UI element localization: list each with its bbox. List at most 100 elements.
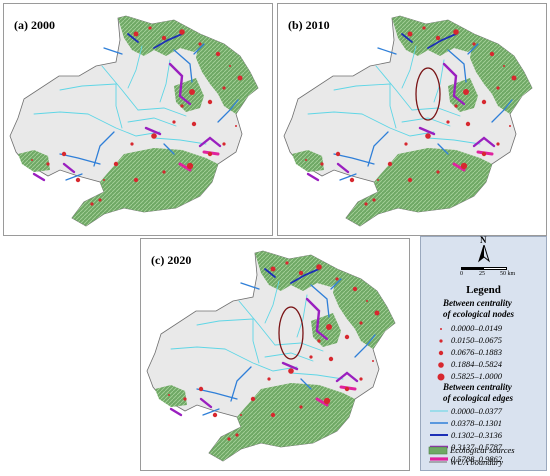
edge-symbol-3 <box>430 434 448 436</box>
ecological-source-2 <box>470 34 532 114</box>
ecological-node-1 <box>270 266 276 272</box>
ecological-node-26 <box>168 394 170 396</box>
ecological-node-9 <box>496 86 500 90</box>
ecological-corridor-2-7 <box>354 334 376 358</box>
ecological-corridor-4-3 <box>198 136 222 148</box>
ecological-corridor-1-10 <box>159 59 171 103</box>
ecological-node-23 <box>372 360 374 362</box>
sources-label: Ecological sources <box>450 445 515 455</box>
ecological-node-6 <box>215 51 221 57</box>
ecological-corridor-2-7 <box>491 99 513 123</box>
ecological-node-7 <box>229 65 231 67</box>
ecological-corridor-3-1 <box>153 33 183 49</box>
ecological-node-30 <box>191 121 197 127</box>
ecological-corridor-1-7 <box>137 107 187 117</box>
ecological-node-27 <box>349 177 355 183</box>
ecological-corridor-1-5 <box>87 113 161 137</box>
ecological-node-14 <box>267 377 271 381</box>
boundary-label: WUA boundary <box>450 457 503 467</box>
ecological-node-24 <box>61 151 67 157</box>
edge-symbol-5 <box>430 457 448 461</box>
ecological-node-30 <box>328 356 334 362</box>
ecological-corridor-1-9 <box>264 280 280 324</box>
ecological-corridor-4-1 <box>442 62 466 106</box>
ecological-node-16 <box>103 179 105 181</box>
ecological-corridor-4-2 <box>418 126 436 136</box>
ecological-corridor-3-2 <box>401 33 413 43</box>
ecological-node-18 <box>407 177 413 183</box>
ecological-corridor-2-8 <box>65 173 83 181</box>
nodes-heading-line2: of ecological nodes <box>443 309 514 319</box>
ecological-corridor-2-3 <box>193 43 205 55</box>
ecological-corridor-1-5 <box>224 348 298 372</box>
ecological-corridor-1-10 <box>296 294 308 338</box>
ecological-corridor-4-5 <box>32 172 46 182</box>
ecological-corridor-2-6 <box>163 143 175 155</box>
scale-tick-25: 25 <box>479 271 485 277</box>
ecological-corridor-4-2 <box>144 126 162 136</box>
ecological-source-5 <box>292 150 324 172</box>
ecological-node-13 <box>151 133 157 139</box>
ecological-node-20 <box>460 162 468 170</box>
ecological-corridor-3-2 <box>264 268 276 278</box>
ecological-node-15 <box>387 161 393 167</box>
ecological-node-21 <box>207 151 213 157</box>
ecological-node-29 <box>446 120 450 124</box>
ecological-source-4 <box>209 383 355 461</box>
ecological-node-1 <box>133 31 139 37</box>
wua-map-2020 <box>146 250 396 462</box>
ecological-node-8 <box>237 75 243 81</box>
ecological-node-17 <box>98 198 102 202</box>
ecological-corridor-2-2 <box>447 49 467 83</box>
scale-bar-half <box>483 267 507 270</box>
ecological-corridor-2-2 <box>310 284 330 318</box>
ecological-node-14 <box>130 142 134 146</box>
wua-map-2000 <box>9 15 259 227</box>
ecological-corridor-4-5 <box>306 172 320 182</box>
ecological-node-5 <box>198 42 202 46</box>
ecological-node-15 <box>113 161 119 167</box>
ecological-node-2 <box>285 261 289 265</box>
ecological-source-4 <box>346 148 492 226</box>
ecological-node-25 <box>320 162 324 166</box>
ecological-node-20 <box>186 162 194 170</box>
node-class-2: 0.0150–0.0675 <box>451 335 502 345</box>
edge-class-1: 0.0000–0.0377 <box>451 406 502 416</box>
ecological-node-5 <box>472 42 476 46</box>
ecological-corridor-1-4 <box>33 111 89 115</box>
ecological-corridor-2-4 <box>367 131 389 167</box>
ecological-corridor-2-2 <box>173 49 193 83</box>
ecological-node-30 <box>465 121 471 127</box>
ecological-corridor-2-5 <box>333 153 375 165</box>
map-panel-2020: (c) 2020 <box>140 238 410 471</box>
ecological-node-24 <box>198 386 204 392</box>
ecological-corridor-4-4 <box>62 162 76 174</box>
node-symbol-2 <box>439 339 443 343</box>
ecological-node-28 <box>364 202 368 206</box>
ecological-corridor-1-4 <box>170 346 226 350</box>
nodes-heading-line1: Between centrality <box>443 298 512 308</box>
ecological-source-5 <box>155 385 187 407</box>
ecological-node-10 <box>344 334 350 340</box>
edge-class-5: 0.5788–0.9862 <box>451 454 502 464</box>
ecological-node-9 <box>222 86 226 90</box>
ecological-corridor-3-1 <box>290 268 320 284</box>
node-class-4: 0.1884–0.5824 <box>451 359 502 369</box>
ecological-corridor-1-2 <box>196 318 254 326</box>
ecological-corridor-2-1 <box>103 47 123 55</box>
ecological-node-21 <box>481 151 487 157</box>
scale-tick-0: 0 <box>460 271 463 277</box>
ecological-corridor-1-1 <box>101 65 139 111</box>
ecological-node-4 <box>179 29 185 35</box>
ecological-node-22 <box>359 377 363 381</box>
ecological-node-10 <box>207 99 213 105</box>
ecological-corridor-1-6 <box>264 352 314 362</box>
ecological-corridor-1-8 <box>427 137 481 145</box>
ecological-corridor-2-3 <box>467 43 479 55</box>
panel-label-2010: (b) 2010 <box>288 18 330 32</box>
ecological-node-29 <box>172 120 176 124</box>
ecological-node-5 <box>335 277 339 281</box>
node-symbol-1 <box>440 328 442 330</box>
ecological-node-21 <box>344 386 350 392</box>
ecological-corridor-3-1 <box>427 33 457 49</box>
